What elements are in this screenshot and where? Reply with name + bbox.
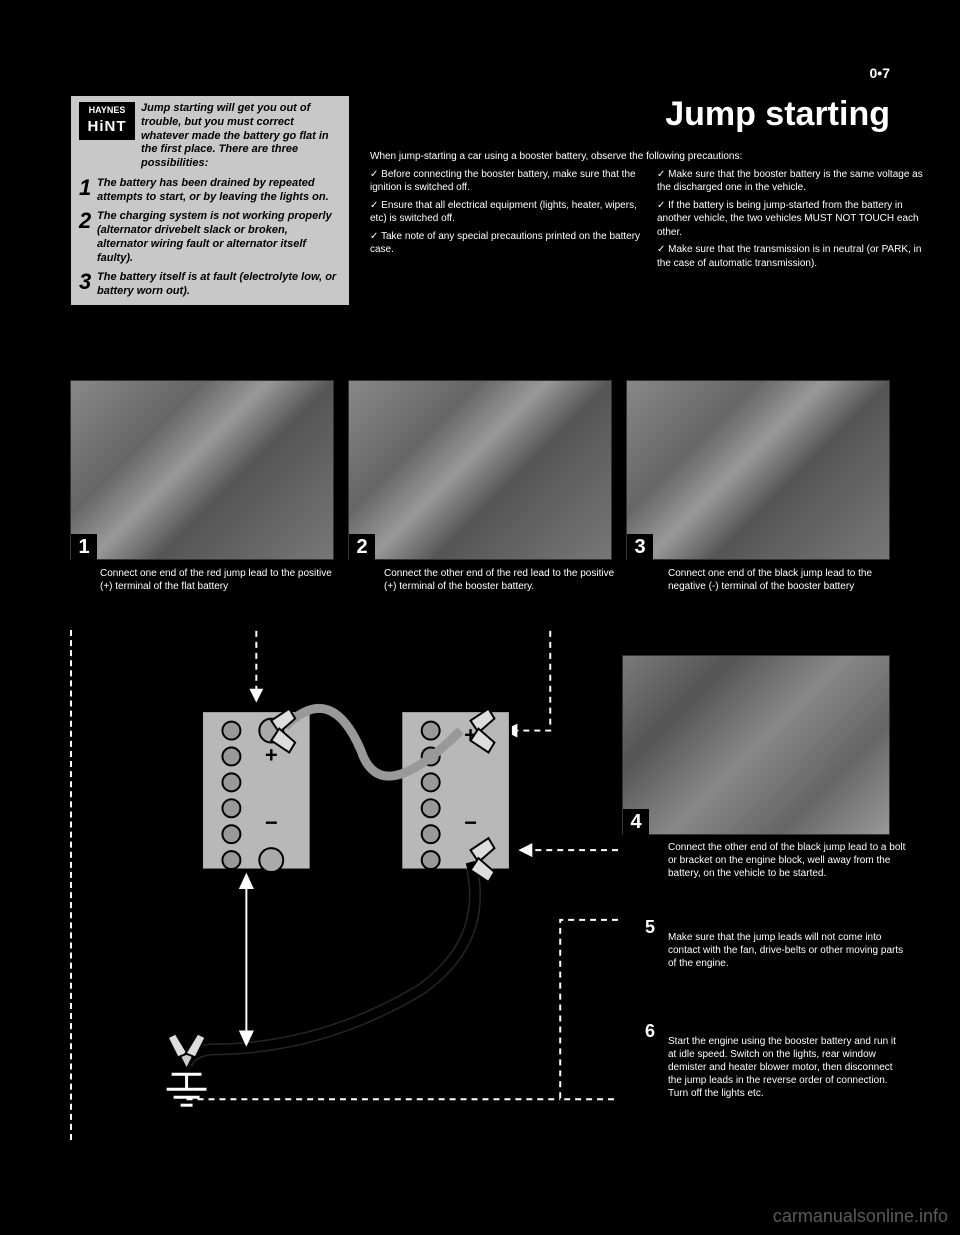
step-caption: Connect one end of the black jump lead t… xyxy=(638,567,906,593)
step-number-badge: 5 xyxy=(638,917,662,937)
intro-bullet: ✓ Make sure that the transmission is in … xyxy=(657,243,930,270)
wiring-diagram: + − + − xyxy=(70,630,618,1140)
step-text: Make sure that the jump leads will not c… xyxy=(668,932,903,969)
logo-text-bottom: HiNT xyxy=(79,117,135,137)
intro-bullet: ✓ If the battery is being jump-started f… xyxy=(657,199,930,240)
photo-step-3: 3 xyxy=(626,380,890,560)
intro-lead: When jump-starting a car using a booster… xyxy=(370,150,930,164)
intro-bullet: ✓ Ensure that all electrical equipment (… xyxy=(370,199,643,226)
photo-number-badge: 1 xyxy=(71,534,97,560)
step-text: Connect the other end of the red lead to… xyxy=(384,568,614,592)
step-text: Start the engine using the booster batte… xyxy=(668,1036,896,1099)
photo-step-2: 2 xyxy=(348,380,612,560)
intro-bullet: ✓ Before connecting the booster battery,… xyxy=(370,168,643,195)
intro-bullet: ✓ Take note of any special precautions p… xyxy=(370,230,643,257)
hint-text: The battery has been drained by repeated… xyxy=(97,177,329,203)
watermark: carmanualsonline.info xyxy=(773,1206,948,1227)
hint-intro: Jump starting will get you out of troubl… xyxy=(141,102,341,171)
hint-number: 3 xyxy=(79,268,91,296)
hint-number: 2 xyxy=(79,207,91,235)
hint-item: 3 The battery itself is at fault (electr… xyxy=(79,271,341,299)
logo-text-top: HAYNES xyxy=(79,105,135,117)
step-caption: Connect one end of the red jump lead to … xyxy=(70,567,338,593)
hint-item: 1 The battery has been drained by repeat… xyxy=(79,177,341,205)
hint-text: The charging system is not working prope… xyxy=(97,210,332,263)
photo-number-badge: 2 xyxy=(349,534,375,560)
step-caption: 6 Start the engine using the booster bat… xyxy=(638,1035,906,1100)
intro-bullet: ✓ Make sure that the booster battery is … xyxy=(657,168,930,195)
step-text: Connect one end of the black jump lead t… xyxy=(668,568,872,592)
svg-text:−: − xyxy=(265,810,278,835)
page-number: 0•7 xyxy=(870,65,890,81)
step-caption: Connect the other end of the black jump … xyxy=(638,841,906,880)
step-caption: 5 Make sure that the jump leads will not… xyxy=(638,931,906,970)
photo-number-badge: 4 xyxy=(623,809,649,835)
step-text: Connect the other end of the black jump … xyxy=(668,842,905,879)
hint-text: The battery itself is at fault (electrol… xyxy=(97,271,336,297)
step-text: Connect one end of the red jump lead to … xyxy=(100,568,332,592)
step-number-badge: 6 xyxy=(638,1021,662,1041)
hint-item: 2 The charging system is not working pro… xyxy=(79,210,341,265)
svg-text:+: + xyxy=(265,742,278,767)
intro-text: When jump-starting a car using a booster… xyxy=(370,150,930,270)
photo-step-4: 4 xyxy=(622,655,890,835)
haynes-hint-logo: HAYNES HiNT xyxy=(79,102,135,140)
hint-number: 1 xyxy=(79,174,91,202)
photo-step-1: 1 xyxy=(70,380,334,560)
step-caption: Connect the other end of the red lead to… xyxy=(354,567,622,593)
hint-box: HAYNES HiNT Jump starting will get you o… xyxy=(70,95,350,306)
battery-flat: + − xyxy=(202,711,312,872)
svg-text:−: − xyxy=(464,810,477,835)
page-title: Jump starting xyxy=(665,95,890,134)
photo-number-badge: 3 xyxy=(627,534,653,560)
